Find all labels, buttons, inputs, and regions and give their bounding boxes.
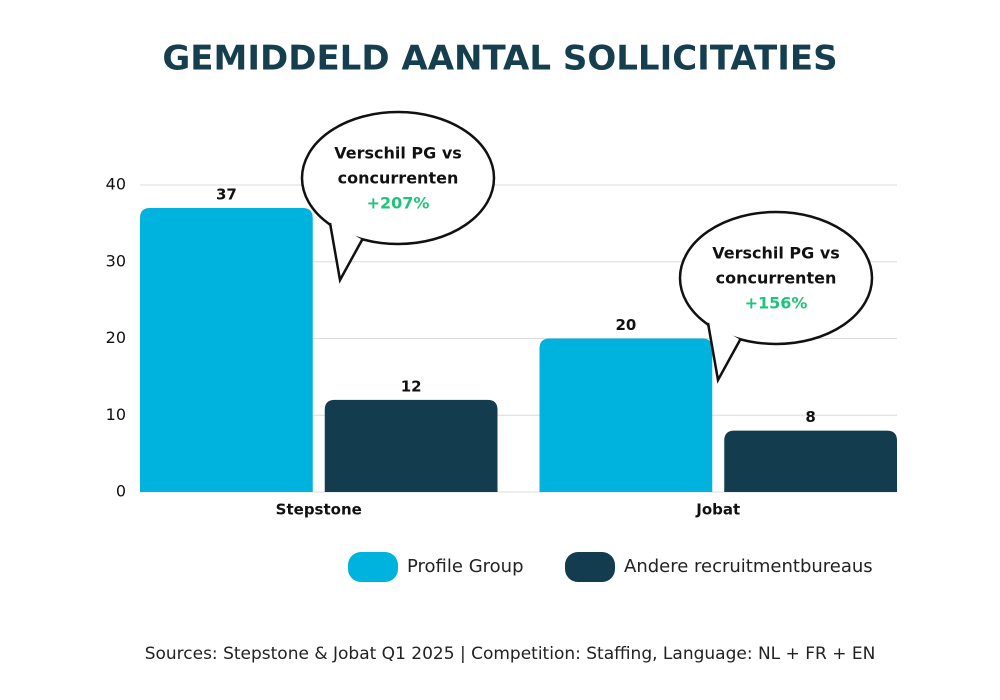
callout-tail-outline — [706, 322, 742, 384]
callout-bubble — [678, 210, 874, 346]
chart-title: GEMIDDELD AANTAL SOLLICITATIES — [162, 39, 837, 79]
bar — [539, 338, 713, 492]
y-tick-label: 20 — [106, 328, 126, 347]
value-label: 8 — [805, 408, 815, 426]
y-tick-label: 10 — [106, 405, 126, 424]
callout: Verschil PG vs concurrenten +207% — [300, 110, 496, 284]
callout: Verschil PG vs concurrenten +156% — [678, 210, 874, 384]
callout-tail — [709, 322, 739, 378]
legend-label: Andere recruitmentbureaus — [624, 556, 873, 577]
legend-label: Profile Group — [407, 556, 524, 577]
callout-highlight: +207% — [367, 194, 430, 213]
callout-text: concurrenten — [716, 269, 837, 288]
callout-highlight: +156% — [745, 294, 808, 313]
y-tick-label: 0 — [116, 482, 126, 501]
callout-tail — [331, 222, 361, 278]
plot-area: 0 10 20 30 40 37 12 Stepstone 20 8 Jobat — [106, 175, 897, 519]
legend: Profile Group Andere recruitmentbureaus — [348, 552, 873, 582]
y-tick-label: 40 — [106, 175, 126, 194]
value-label: 12 — [401, 377, 422, 395]
callout-bubble — [300, 110, 496, 246]
x-tick-label: Stepstone — [276, 501, 362, 519]
bar — [724, 430, 897, 492]
y-tick-label: 30 — [106, 251, 126, 270]
callout-tail-outline — [328, 222, 364, 284]
legend-swatch — [348, 552, 398, 582]
value-label: 37 — [216, 186, 237, 204]
legend-swatch — [565, 552, 615, 582]
value-label: 20 — [615, 316, 636, 334]
bar — [324, 399, 498, 492]
callout-text: Verschil PG vs — [334, 144, 462, 163]
callout-text: concurrenten — [338, 169, 459, 188]
x-tick-label: Jobat — [695, 501, 740, 519]
callout-text: Verschil PG vs — [712, 244, 840, 263]
bar — [140, 208, 313, 492]
source-note: Sources: Stepstone & Jobat Q1 2025 | Com… — [145, 644, 876, 664]
